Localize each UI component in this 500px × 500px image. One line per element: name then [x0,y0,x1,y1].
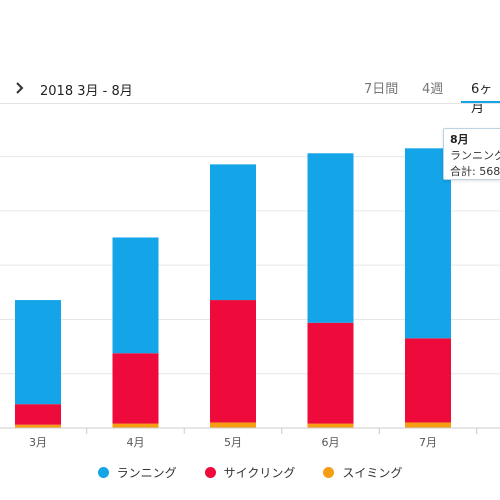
bar-segment[interactable] [405,148,451,339]
bar-segment[interactable] [210,164,256,301]
date-range-label: 2018 3月 - 8月 [40,84,133,99]
bars [15,148,451,428]
bar-segment[interactable] [210,300,256,423]
tab-4-weeks[interactable]: 4週 [422,82,444,97]
tooltip-series: ランニング [450,149,500,162]
tooltip-total: 合計: 568 [450,165,500,178]
legend-item-running[interactable]: ランニング [97,462,177,482]
bar-segment[interactable] [15,300,61,405]
legend-label: サイクリング [223,465,296,480]
stacked-bar-chart: 3月 4月 5月 6月 7月 [0,148,500,449]
chart-legend: ランニング サイクリング スイミング [0,462,500,482]
legend-label: スイミング [342,465,403,480]
legend-item-cycling[interactable]: サイクリング [204,462,296,482]
active-tab-underline [461,101,500,103]
legend-label: ランニング [116,465,177,480]
cycling-dot-icon [204,466,216,478]
chart-toolbar: 2018 3月 - 8月 7日間 4週 6ヶ月 [0,72,500,116]
legend-item-swimming[interactable]: スイミング [323,462,402,482]
tab-7-days[interactable]: 7日間 [364,82,399,97]
swimming-dot-icon [323,466,335,478]
bar-segment[interactable] [112,353,159,424]
bar-segment[interactable] [405,338,451,423]
bar-segment[interactable] [307,423,354,428]
bar-segment[interactable] [307,153,354,323]
running-dot-icon [97,466,109,478]
x-tick-label: 3月 [29,436,47,449]
x-axis: 3月 4月 5月 6月 7月 [0,427,500,449]
x-tick-label: 7月 [419,436,437,449]
bar-segment[interactable] [15,404,61,425]
bar-segment[interactable] [15,424,61,428]
bar-segment[interactable] [307,322,354,424]
bar-segment[interactable] [210,422,256,428]
toolbar-divider [0,103,500,104]
bar-segment[interactable] [112,423,159,428]
x-tick-label: 6月 [322,436,340,449]
x-tick-label: 4月 [127,436,145,449]
x-tick-label: 5月 [224,436,242,449]
hover-tooltip: 8月 ランニング 合計: 568 [443,128,500,180]
chevron-right-icon[interactable] [12,80,28,96]
tooltip-title: 8月 [450,133,469,146]
tab-6-months[interactable]: 6ヶ月 [471,82,493,116]
bar-segment[interactable] [112,237,159,354]
bar-segment[interactable] [405,422,451,428]
